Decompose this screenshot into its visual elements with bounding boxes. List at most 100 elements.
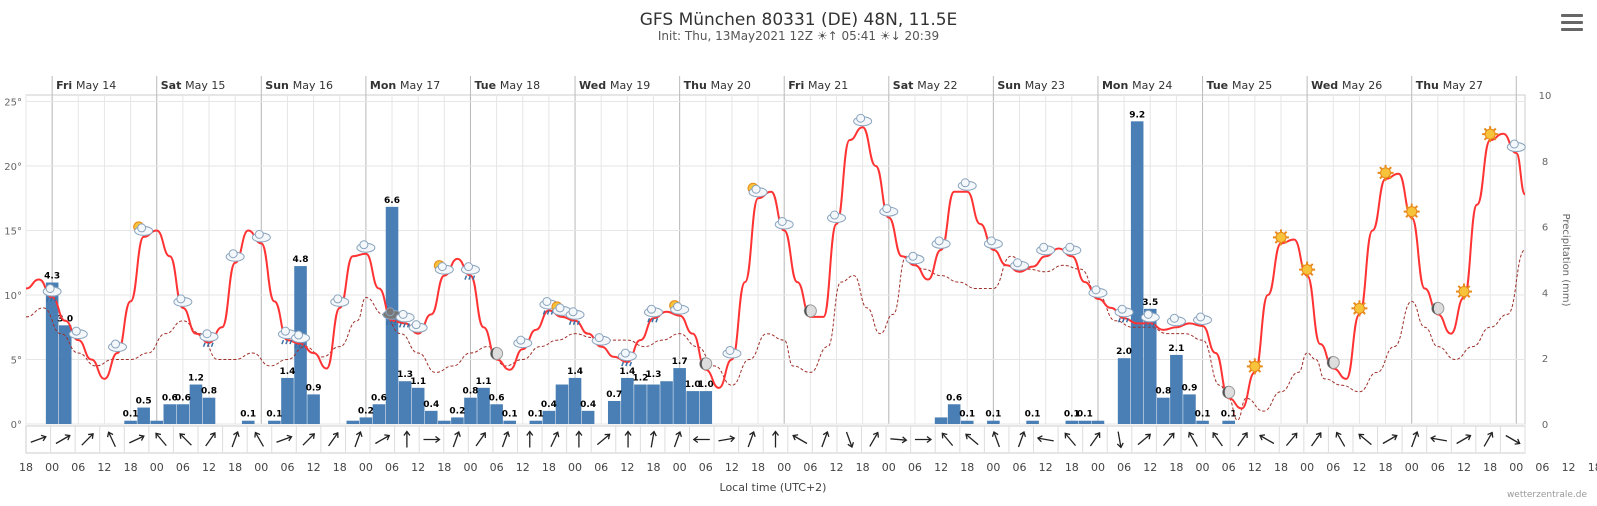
day-dow: Fri xyxy=(56,79,76,92)
wind-shaft xyxy=(941,432,954,447)
menu-icon[interactable] xyxy=(1561,14,1583,32)
rain-drop xyxy=(202,342,206,347)
wind-arrow xyxy=(526,430,534,448)
precip-label: 0.4 xyxy=(541,400,557,410)
x-tick: 18 xyxy=(1169,461,1183,474)
precip-bar xyxy=(464,397,477,424)
precip-label: 0.6 xyxy=(175,393,191,403)
cloud-puff xyxy=(463,262,473,272)
precip-bar xyxy=(45,282,59,424)
day-label: Thu May 27 xyxy=(1416,79,1483,92)
wind-arrow xyxy=(1358,433,1372,446)
day-dow: Sun xyxy=(265,79,292,92)
day-date: May 22 xyxy=(917,79,957,92)
wind-head xyxy=(1145,433,1152,440)
cloud-puff xyxy=(751,184,761,194)
cloud-puff xyxy=(45,284,55,294)
wind-head xyxy=(1242,432,1248,438)
x-tick: 00 xyxy=(1300,461,1314,474)
wind-shaft xyxy=(1137,433,1151,446)
wind-arrow xyxy=(475,432,487,447)
precip-bar xyxy=(686,391,699,424)
rain-icon xyxy=(291,330,311,349)
rain-drop xyxy=(206,342,210,347)
wind-arrow xyxy=(1456,434,1472,445)
precip-label: 1.1 xyxy=(410,377,426,387)
x-tick: 18 xyxy=(1379,461,1393,474)
cloud-icon xyxy=(330,294,350,307)
day-date: May 15 xyxy=(185,79,225,92)
wind-head xyxy=(692,435,699,444)
precip-label: 0.8 xyxy=(1155,387,1171,397)
precip-label: 0.8 xyxy=(462,387,478,397)
day-label: Fri May 21 xyxy=(788,79,848,92)
rain-icon xyxy=(565,307,585,326)
wind-arrow xyxy=(673,430,683,448)
x-tick: 18 xyxy=(1588,461,1597,474)
wind-shaft xyxy=(205,432,216,447)
wind-shaft xyxy=(1382,434,1398,445)
wind-head xyxy=(771,430,780,436)
moon-dark xyxy=(1222,386,1229,399)
x-tick: 12 xyxy=(1562,461,1576,474)
wind-arrow xyxy=(991,430,1001,448)
precip-bar xyxy=(241,420,255,424)
x-tick: 00 xyxy=(1509,461,1523,474)
wind-shaft xyxy=(1163,432,1175,447)
wind-arrow xyxy=(1017,430,1027,448)
rain-drop xyxy=(402,323,406,328)
cloud-icon xyxy=(879,204,899,217)
precip-label: 0.1 xyxy=(266,410,282,420)
precip-label: 0.2 xyxy=(449,406,465,416)
rain-icon xyxy=(42,284,62,302)
wind-shaft xyxy=(81,433,94,446)
wind-shaft xyxy=(869,432,879,447)
wind-shaft xyxy=(1431,437,1447,442)
cloud-puff xyxy=(176,294,186,304)
wind-shaft xyxy=(1237,432,1248,447)
wind-head xyxy=(1116,442,1124,449)
wind-shaft xyxy=(1505,434,1520,445)
wind-arrow xyxy=(354,430,363,448)
wind-arrow xyxy=(965,433,979,446)
cloud-puff xyxy=(254,229,264,239)
cloud-icon xyxy=(1010,258,1030,271)
precip-label: 0.9 xyxy=(306,383,322,393)
wind-shaft xyxy=(254,432,265,447)
rain-drop xyxy=(1144,323,1147,328)
x-tick: 18 xyxy=(437,461,451,474)
wind-arrow xyxy=(375,434,391,445)
day-dow: Wed xyxy=(1311,79,1342,92)
wind-arrow xyxy=(624,430,632,448)
y-tick-right: 8 xyxy=(1542,157,1548,168)
wind-arrow xyxy=(747,430,756,448)
precip-label: 2.0 xyxy=(1116,347,1132,357)
wind-head xyxy=(1391,434,1398,441)
wind-shaft xyxy=(129,435,145,444)
wind-head xyxy=(604,433,611,440)
cloud-icon xyxy=(1036,242,1056,256)
wind-shaft xyxy=(30,436,47,443)
wind-head xyxy=(138,434,145,441)
x-tick: 00 xyxy=(986,461,1000,474)
wind-shaft xyxy=(821,431,828,448)
wind-shaft xyxy=(179,433,192,446)
x-tick: 18 xyxy=(124,461,138,474)
cloud-icon xyxy=(225,249,245,262)
moon-icon xyxy=(1431,301,1445,315)
x-tick: 06 xyxy=(699,461,713,474)
day-label: Tue May 25 xyxy=(1207,79,1273,92)
credit-text: wetterzentrale.de xyxy=(1506,490,1587,500)
wind-head xyxy=(40,434,47,442)
cloud-puff xyxy=(359,240,369,250)
cloud-icon xyxy=(68,326,88,340)
wind-head xyxy=(991,430,999,437)
wind-arrow xyxy=(1163,432,1175,447)
precip-bar xyxy=(1078,420,1092,424)
rain-drop xyxy=(45,297,49,302)
day-dow: Mon xyxy=(1102,79,1132,92)
y-tick-left: 5° xyxy=(11,355,22,366)
x-tick: 06 xyxy=(1535,461,1549,474)
precip-label: 0.4 xyxy=(423,400,439,410)
wind-shaft xyxy=(452,431,460,448)
